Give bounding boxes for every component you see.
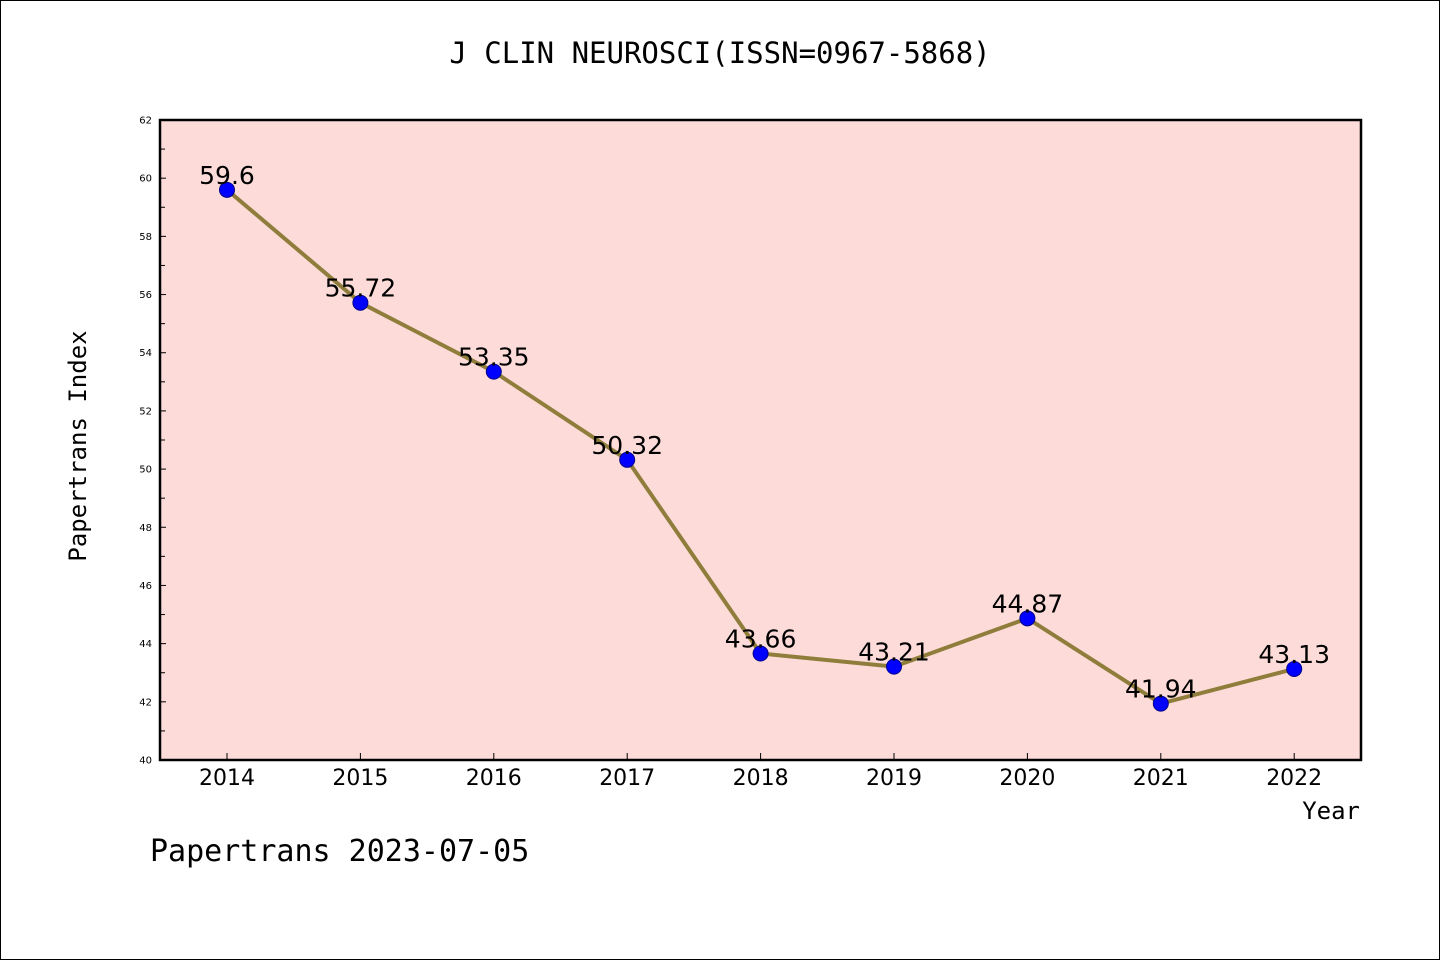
y-tick-label: 58 — [139, 232, 152, 243]
y-tick-label: 50 — [139, 465, 152, 476]
data-point — [352, 294, 369, 311]
x-tick-label: 2014 — [199, 766, 255, 791]
x-tick-label: 2019 — [866, 766, 922, 791]
data-label: 43.66 — [725, 625, 797, 654]
data-point — [485, 363, 502, 380]
data-label: 55.72 — [325, 274, 397, 303]
x-tick-label: 2018 — [733, 766, 789, 791]
data-point — [1152, 695, 1169, 712]
data-label: 53.35 — [458, 343, 530, 372]
y-tick-label: 44 — [139, 639, 152, 650]
y-tick-label: 40 — [139, 756, 152, 767]
data-point — [886, 658, 902, 675]
plot-border — [158, 118, 1363, 762]
plot-background — [160, 120, 1361, 760]
data-point — [619, 451, 636, 468]
data-label: 59.6 — [199, 161, 255, 190]
x-tick-label: 2021 — [1133, 766, 1189, 791]
data-point — [219, 181, 235, 198]
data-point — [752, 645, 769, 662]
chart-title: J CLIN NEUROSCI(ISSN=0967-5868) — [449, 36, 991, 70]
x-tick-label: 2016 — [466, 766, 522, 791]
data-label: 50.32 — [591, 431, 663, 460]
data-point — [1019, 610, 1036, 627]
x-tick-label: 2017 — [599, 766, 655, 791]
y-tick-label: 42 — [139, 697, 152, 708]
y-tick-label: 60 — [139, 174, 152, 185]
data-label: 43.13 — [1258, 640, 1330, 669]
data-label: 41.94 — [1125, 675, 1197, 704]
x-tick-label: 2022 — [1266, 766, 1322, 791]
data-label: 44.87 — [992, 589, 1064, 618]
y-tick-label: 52 — [139, 406, 152, 417]
y-tick-label: 54 — [139, 348, 152, 359]
data-point — [1286, 660, 1303, 677]
y-tick-label: 46 — [139, 581, 152, 592]
x-tick-label: 2020 — [999, 766, 1055, 791]
data-label: 43.21 — [858, 638, 930, 667]
x-tick-label: 2015 — [332, 766, 388, 791]
y-tick-label: 48 — [139, 523, 152, 534]
y-tick-label: 56 — [139, 290, 152, 301]
footer-note: Papertrans 2023-07-05 — [150, 834, 530, 869]
x-axis-label: Year — [1302, 797, 1360, 825]
y-tick-label: 62 — [139, 116, 152, 127]
